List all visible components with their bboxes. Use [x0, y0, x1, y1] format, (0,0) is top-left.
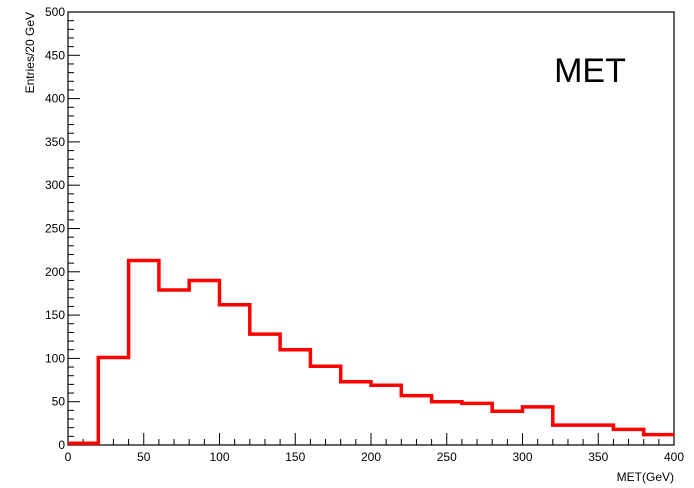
y-tick-label: 500	[45, 5, 65, 19]
x-tick-label: 350	[588, 450, 608, 464]
y-tick-label: 450	[45, 48, 65, 62]
met-histogram-series	[68, 258, 674, 446]
x-tick-label: 0	[65, 450, 72, 464]
x-axis-label: MET(GeV)	[617, 470, 674, 484]
y-tick-label: 300	[45, 178, 65, 192]
x-tick-label: 400	[664, 450, 684, 464]
y-tick-label: 50	[52, 395, 66, 409]
x-tick-label: 200	[361, 450, 381, 464]
y-tick-label: 250	[45, 222, 65, 236]
y-tick-label: 0	[58, 438, 65, 452]
x-tick-label: 300	[512, 450, 532, 464]
y-tick-label: 350	[45, 135, 65, 149]
x-axis: 0 50 100 150 200 250 300 350 400	[65, 433, 684, 464]
y-tick-label: 100	[45, 351, 65, 365]
y-axis-label: Entries/20 GeV	[23, 12, 37, 93]
y-tick-label: 200	[45, 265, 65, 279]
x-tick-label: 50	[137, 450, 151, 464]
x-tick-label: 150	[285, 450, 305, 464]
chart-title: MET	[554, 52, 626, 90]
y-tick-label: 400	[45, 92, 65, 106]
y-tick-label: 150	[45, 308, 65, 322]
x-tick-label: 100	[209, 450, 229, 464]
x-tick-label: 250	[437, 450, 457, 464]
y-axis: 0 50 100 150 200 250 300 350 400 450 500	[45, 5, 80, 452]
